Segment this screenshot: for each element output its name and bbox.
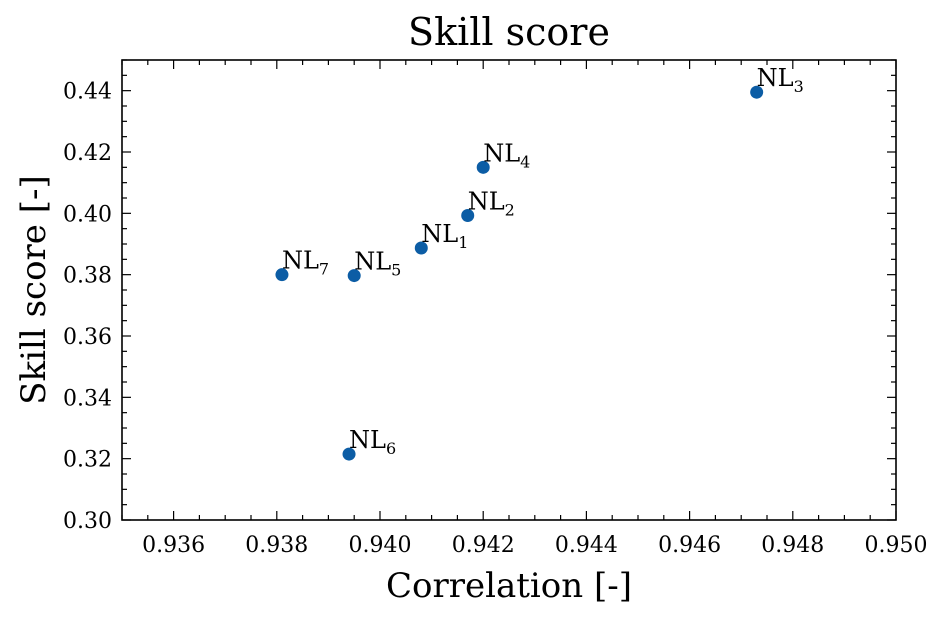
point-label: NL2 [468,187,515,219]
y-tick-label: 0.36 [63,325,112,350]
point-label: NL7 [282,247,329,279]
point-label: NL3 [757,64,804,96]
point-label-subscript: 5 [391,261,401,280]
y-tick-label: 0.32 [63,448,112,473]
plot-frame [121,59,897,521]
point-label: NL6 [349,426,396,458]
y-tick-label: 0.44 [63,80,112,105]
y-tick-label: 0.38 [63,264,112,289]
point-label-subscript: 7 [319,260,329,279]
scatter-point [342,447,356,461]
x-tick-label: 0.942 [452,533,515,558]
scatter-point [476,160,490,174]
point-label-subscript: 4 [520,152,530,171]
x-tick-label: 0.938 [245,533,308,558]
scatter-point [750,85,764,99]
x-tick-label: 0.944 [555,533,618,558]
x-tick-label: 0.940 [349,533,412,558]
y-tick-label: 0.42 [63,141,112,166]
point-label-main: NL [349,426,386,454]
scatter-point [414,241,428,255]
x-axis-label: Correlation [-] [386,566,632,606]
scatter-point [461,208,475,222]
point-label-main: NL [354,248,391,276]
point-label-main: NL [468,187,505,215]
x-tick-label: 0.950 [865,533,928,558]
point-label-subscript: 1 [458,233,468,252]
scatter-point [347,269,361,283]
x-tick-label: 0.948 [761,533,824,558]
y-tick-label: 0.30 [63,509,112,534]
y-axis-label: Skill score [-] [14,175,54,404]
x-tick-label: 0.936 [142,533,205,558]
point-label-subscript: 3 [794,77,804,96]
point-label-main: NL [483,139,520,167]
point-label: NL5 [354,248,401,280]
tick-labels: 0.936 0.938 0.940 0.942 0.944 0.946 0.948 0.950… [63,80,927,558]
point-label-subscript: 6 [386,439,396,458]
y-tick-label: 0.40 [63,202,112,227]
x-tick-label: 0.946 [658,533,721,558]
data-points [275,85,764,461]
chart-title: Skill score [408,10,610,54]
scatter-point [275,268,289,282]
point-label-subscript: 2 [505,200,515,219]
axis-ticks [121,59,897,521]
point-label-main: NL [282,247,319,275]
point-label: NL1 [421,220,468,252]
y-tick-label: 0.34 [63,386,112,411]
point-label: NL4 [483,139,530,171]
point-label-main: NL [757,64,794,92]
point-label-main: NL [421,220,458,248]
